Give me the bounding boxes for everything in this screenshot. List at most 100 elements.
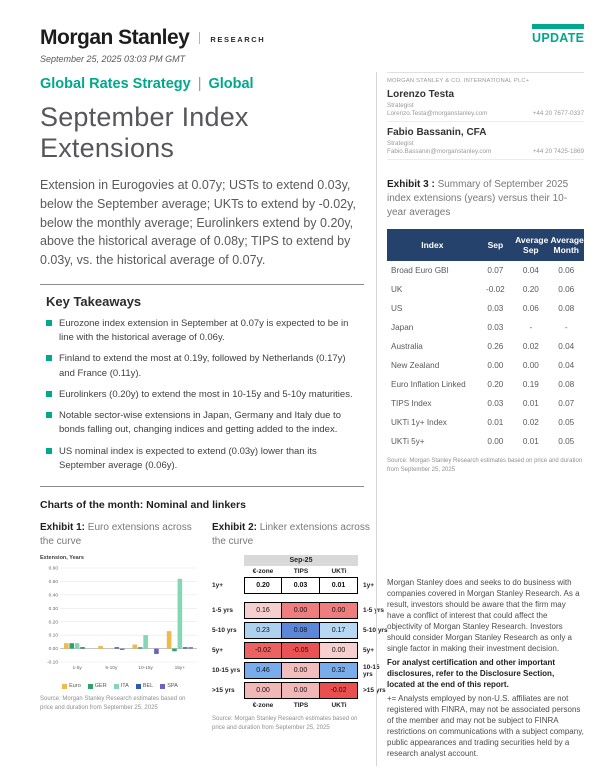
- bullet-square-icon: [46, 447, 52, 454]
- exhibit-3-caption: Exhibit 3 : Summary of September 2025 in…: [387, 178, 584, 220]
- takeaway-text: Eurozone index extension in September at…: [59, 317, 349, 343]
- legend-swatch-icon: [135, 683, 141, 689]
- table-row: UKTi 5y+ 0.00 0.01 0.05: [387, 432, 584, 451]
- takeaway-text: Finland to extend the most at 0.19y, fol…: [59, 353, 346, 379]
- heatmap-row-label: 1y+: [212, 582, 224, 589]
- sidebar-column: MORGAN STANLEY & CO. INTERNATIONAL PLC+ …: [376, 72, 584, 766]
- key-takeaways-list: Eurozone index extension in September at…: [46, 317, 362, 473]
- bar-segment: [182, 647, 188, 649]
- value-cell: 0.26: [487, 342, 504, 351]
- heatmap-cell: 0.00: [319, 602, 358, 619]
- exhibit-3-caption-text: Summary of September 2025 index extensio…: [387, 179, 569, 218]
- index-name-cell: Japan: [391, 323, 414, 332]
- svg-text:0.20: 0.20: [49, 619, 59, 625]
- heatmap-column-label: TIPS: [293, 568, 309, 575]
- takeaway-item: US nominal index is expected to extend (…: [46, 445, 362, 474]
- summary-paragraph: Extension in Eurogovies at 0.07y; USTs t…: [40, 178, 356, 267]
- value-cell: 0.08: [558, 380, 575, 389]
- exhibit-2-caption-text: Linker extensions across the curve: [212, 522, 370, 547]
- heatmap-cell: 0.20: [244, 577, 282, 594]
- exhibit-1-label: Exhibit 1:: [40, 522, 86, 533]
- index-name-cell: TIPS Index: [391, 399, 432, 408]
- bar-segment: [132, 644, 138, 649]
- value-cell: 0.19: [522, 380, 539, 389]
- legend-swatch-icon: [62, 683, 68, 689]
- legend-swatch-icon: [160, 683, 166, 689]
- heatmap-column-label: €-zone: [252, 702, 274, 709]
- heatmap-cell: 0.23: [244, 622, 282, 639]
- value-cell: 0.01: [522, 399, 539, 408]
- svg-text:0.50: 0.50: [49, 579, 59, 585]
- value-cell: 0.00: [487, 437, 504, 446]
- value-cell: 0.04: [522, 266, 539, 275]
- heatmap-row-label: >15 yrs: [212, 687, 235, 694]
- svg-text:0.40: 0.40: [49, 592, 59, 598]
- value-cell: 0.06: [558, 266, 575, 275]
- index-name-cell: UKTi 1y+ Index: [391, 418, 447, 427]
- bar-segment: [119, 648, 125, 650]
- bar-segment: [74, 643, 80, 649]
- exhibit-1: Exhibit 1: Euro extensions across the cu…: [40, 521, 200, 732]
- heatmap-row: 5-10 yrs 0.23 0.08 0.17 5-10 yrs: [212, 622, 388, 639]
- heatmap-cell: 0.32: [319, 662, 358, 679]
- analyst-email-link[interactable]: Lorenzo.Testa@morganstanley.com: [387, 110, 488, 117]
- heatmap-row-label: 5y+: [212, 647, 224, 654]
- value-cell: 0.03: [487, 304, 504, 313]
- heatmap-cell: -0.02: [244, 642, 282, 659]
- bar-segment: [177, 578, 183, 649]
- takeaway-item: Eurolinkers (0.20y) to extend the most i…: [46, 388, 362, 402]
- value-cell: 0.07: [487, 266, 504, 275]
- value-cell: 0.01: [487, 418, 504, 427]
- exhibit-2-source: Source: Morgan Stanley Research estimate…: [212, 716, 358, 731]
- value-cell: 0.00: [522, 361, 539, 370]
- exhibit-3-table: Index Sep Average Sep Average Month Broad E…: [387, 229, 584, 451]
- exhibit-3-source: Source: Morgan Stanley Research estimate…: [387, 458, 583, 473]
- table-row: Australia 0.26 0.02 0.04: [387, 337, 584, 356]
- research-division-label: RESEARCH: [199, 32, 265, 44]
- heatmap-row: €-zone TIPS UKTi: [212, 568, 372, 575]
- section-heading: Global Rates Strategy | Global: [40, 76, 364, 92]
- value-cell: -0.02: [486, 285, 505, 294]
- analyst-email-link[interactable]: Fabio.Bassanin@morganstanley.com: [387, 148, 492, 155]
- heatmap-row-label: 1-5 yrs: [212, 607, 233, 614]
- table-row: UK -0.02 0.20 0.06: [387, 280, 584, 299]
- value-cell: -: [564, 323, 568, 332]
- table-header-cell: Average Month: [548, 229, 584, 261]
- heatmap-row: >15 yrs 0.00 0.00 -0.02 >15 yrs: [212, 682, 386, 699]
- svg-text:1-5y: 1-5y: [72, 665, 82, 671]
- key-takeaways-heading: Key Takeaways: [46, 293, 142, 309]
- value-cell: -: [529, 323, 533, 332]
- chart-y-axis-title: Extension, Years: [40, 555, 84, 561]
- value-cell: 0.08: [558, 304, 575, 313]
- analyst-role: Strategist: [387, 139, 414, 147]
- heatmap-row: Sep-25: [212, 555, 372, 566]
- bar-segment: [98, 645, 103, 649]
- legend-item: SPA: [160, 683, 178, 689]
- heatmap-cell: 0.03: [281, 577, 320, 594]
- value-cell: 0.03: [487, 399, 504, 408]
- publication-date: September 25, 2025 03:03 PM GMT: [40, 54, 186, 64]
- value-cell: 0.05: [558, 418, 575, 427]
- bar-segment: [154, 648, 159, 654]
- exhibit-3-label: Exhibit 3 :: [387, 179, 435, 190]
- bar-segment: [137, 647, 143, 649]
- bar-segment: [69, 643, 75, 649]
- analyst-phone: +44 20 7677-0337: [532, 110, 584, 117]
- masthead: Morgan Stanley RESEARCH: [40, 26, 584, 50]
- legend-label: GER: [94, 683, 107, 689]
- takeaway-item: Eurozone index extension in September at…: [46, 317, 362, 346]
- exhibit-1-caption-text: Euro extensions across the curve: [40, 522, 192, 547]
- takeaway-item: Notable sector-wise extensions in Japan,…: [46, 409, 362, 438]
- legend-label: BEL: [142, 683, 154, 689]
- value-cell: 0.02: [522, 418, 539, 427]
- legend-item: GER: [87, 683, 107, 689]
- heatmap-row: 10-15 yrs 0.46 0.00 0.32 10-15 yrs: [212, 662, 380, 679]
- heatmap-cell: 0.00: [319, 642, 358, 659]
- value-cell: 0.00: [487, 361, 504, 370]
- analyst-name: Lorenzo Testa: [387, 89, 455, 100]
- firm-name: MORGAN STANLEY & CO. INTERNATIONAL PLC+: [387, 72, 584, 84]
- svg-text:0.10: 0.10: [49, 633, 59, 639]
- analyst-contact-row: Fabio.Bassanin@morganstanley.com +44 20 7…: [387, 148, 584, 160]
- analyst-name: Fabio Bassanin, CFA: [387, 127, 487, 138]
- legend-label: Euro: [69, 683, 81, 689]
